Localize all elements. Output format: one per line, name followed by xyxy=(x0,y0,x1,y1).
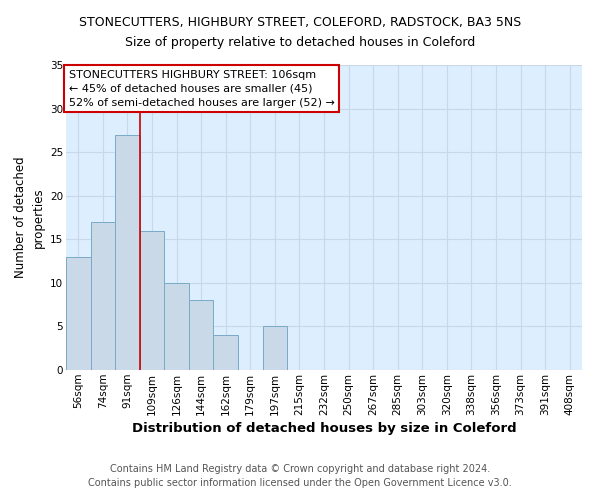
Text: Size of property relative to detached houses in Coleford: Size of property relative to detached ho… xyxy=(125,36,475,49)
Text: STONECUTTERS HIGHBURY STREET: 106sqm
← 45% of detached houses are smaller (45)
5: STONECUTTERS HIGHBURY STREET: 106sqm ← 4… xyxy=(68,70,334,108)
Bar xyxy=(91,222,115,370)
Bar xyxy=(140,230,164,370)
Bar xyxy=(214,335,238,370)
Text: STONECUTTERS, HIGHBURY STREET, COLEFORD, RADSTOCK, BA3 5NS: STONECUTTERS, HIGHBURY STREET, COLEFORD,… xyxy=(79,16,521,29)
Bar xyxy=(164,283,189,370)
Y-axis label: Number of detached
properties: Number of detached properties xyxy=(14,156,44,278)
Text: Contains HM Land Registry data © Crown copyright and database right 2024.
Contai: Contains HM Land Registry data © Crown c… xyxy=(88,464,512,487)
Bar xyxy=(263,326,287,370)
Bar xyxy=(66,256,91,370)
Bar xyxy=(115,134,140,370)
X-axis label: Distribution of detached houses by size in Coleford: Distribution of detached houses by size … xyxy=(131,422,517,435)
Bar xyxy=(189,300,214,370)
